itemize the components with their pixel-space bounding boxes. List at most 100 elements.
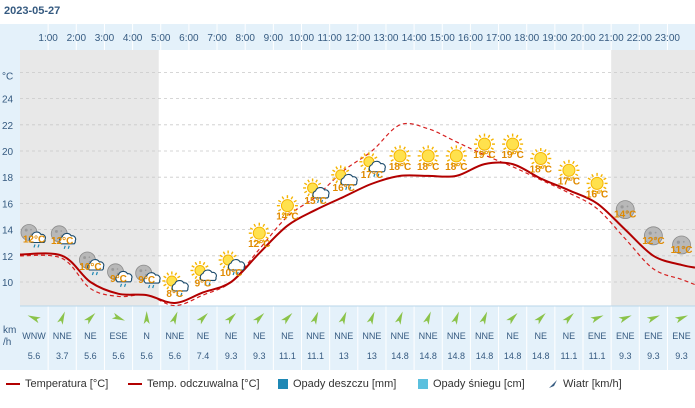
sun-ray — [290, 196, 294, 200]
moon-cloud-rain-icon — [135, 264, 161, 289]
temperature-label: 12°C — [51, 236, 73, 247]
wind-direction-label: NE — [253, 331, 266, 341]
sun-ray — [363, 153, 367, 157]
wind-direction-icon — [506, 313, 518, 325]
sun-ray — [205, 265, 209, 268]
rain-drop — [148, 284, 151, 289]
wind-arrow-shape — [366, 311, 375, 325]
sun-ray — [174, 272, 178, 276]
hour-label: 2:00 — [67, 33, 87, 44]
sun-ray — [572, 160, 575, 165]
sun-ray — [222, 251, 226, 255]
wind-direction-label: NE — [563, 331, 576, 341]
cloud-shape — [171, 280, 189, 292]
sun-ray — [534, 149, 538, 153]
moon-disc — [672, 235, 691, 255]
temperature-label: 15°C — [304, 196, 326, 207]
wind-speed-label: 13 — [367, 351, 377, 361]
wind-direction-icon — [111, 312, 125, 321]
sun-ray — [418, 150, 423, 153]
wind-arrow-shape — [506, 313, 518, 325]
temperature-label: 19°C — [473, 150, 495, 161]
moon-crater — [648, 231, 652, 235]
cloud-shape — [143, 272, 161, 284]
rain-drop — [119, 283, 123, 287]
sun-ray — [335, 180, 339, 184]
rain-drop — [67, 245, 70, 249]
wind-speed-label: 5.6 — [112, 351, 125, 361]
wind-direction-icon — [252, 313, 265, 325]
temperature-label: 18°C — [530, 165, 552, 176]
wind-arrow-shape — [169, 311, 178, 325]
wind-speed-label: 14.8 — [419, 351, 437, 361]
sun-ray — [422, 146, 426, 150]
temperature-label: 9°C — [138, 275, 155, 286]
y-tick-label: 12 — [2, 252, 14, 263]
hour-label: 23:00 — [655, 33, 680, 44]
sun-disc — [477, 137, 491, 151]
legend-snow-swatch — [418, 379, 428, 389]
wind-direction-icon — [394, 311, 403, 325]
rain-drop — [317, 199, 320, 204]
sun-cloud-rain-icon — [162, 271, 189, 297]
sun-ray — [177, 275, 181, 279]
wind-speed-label: 5.6 — [169, 351, 182, 361]
legend-rain-label: Opady deszczu [mm] — [293, 378, 397, 390]
hour-label: 3:00 — [95, 33, 115, 44]
sun-ray — [446, 159, 451, 162]
y-tick-label: 22 — [2, 121, 14, 132]
moon-cloud-rain-icon — [50, 225, 77, 249]
sun-icon — [445, 145, 467, 167]
sun-ray — [546, 152, 551, 156]
wind-arrow-shape — [143, 311, 150, 324]
hour-label: 9:00 — [264, 33, 284, 44]
moon-crater — [676, 240, 680, 244]
sun-ray — [559, 173, 563, 177]
y-tick-label: 14 — [2, 226, 14, 237]
wind-arrow-shape — [562, 313, 574, 325]
hour-label: 11:00 — [318, 33, 343, 44]
wind-direction-icon — [281, 313, 293, 325]
sun-ray — [281, 196, 285, 200]
rain-drop — [180, 292, 183, 297]
wind-speed-label: 11.1 — [307, 351, 324, 361]
wind-arrow-shape — [84, 313, 96, 325]
sun-ray — [277, 199, 282, 203]
sun-ray — [303, 182, 308, 186]
wind-direction-label: NE — [84, 331, 97, 341]
cloud-shape — [199, 269, 217, 282]
wind-speed-label: 14.8 — [532, 351, 550, 361]
sun-ray — [587, 177, 591, 181]
wind-direction-label: WNW — [22, 331, 46, 341]
moon-crater — [654, 236, 658, 240]
sun-ray — [534, 164, 538, 168]
sun-icon — [276, 195, 298, 217]
moon-crater — [682, 245, 686, 249]
rain-drop — [152, 284, 155, 289]
sun-ray — [332, 169, 336, 173]
sun-ray — [194, 261, 198, 266]
rain-drop — [33, 244, 36, 248]
sun-ray — [422, 162, 426, 166]
wind-direction-label: NE — [197, 331, 210, 341]
moon-crater — [620, 205, 624, 209]
sun-ray — [459, 146, 463, 150]
sun-ray — [490, 147, 494, 150]
sun-ray — [518, 138, 523, 141]
temperature-label: 8°C — [166, 289, 183, 300]
sun-ray — [450, 162, 454, 166]
sun-icon — [473, 133, 495, 155]
wind-speed-label: 11.1 — [589, 351, 606, 361]
wind-arrow-shape — [451, 311, 460, 325]
wind-direction-label: NE — [506, 331, 519, 341]
wind-direction-icon — [618, 315, 632, 324]
wind-arrow-icon — [549, 380, 557, 388]
moon-crater — [83, 256, 87, 260]
hour-label: 10:00 — [289, 33, 314, 44]
wind-arrow-shape — [646, 315, 660, 324]
temperature-label: 18°C — [389, 162, 411, 173]
legend-snow-label: Opady śniegu [cm] — [433, 378, 525, 390]
wind-speed-label: 9.3 — [619, 351, 632, 361]
moon-crater — [54, 229, 58, 233]
wind-direction-label: NNE — [447, 331, 466, 341]
